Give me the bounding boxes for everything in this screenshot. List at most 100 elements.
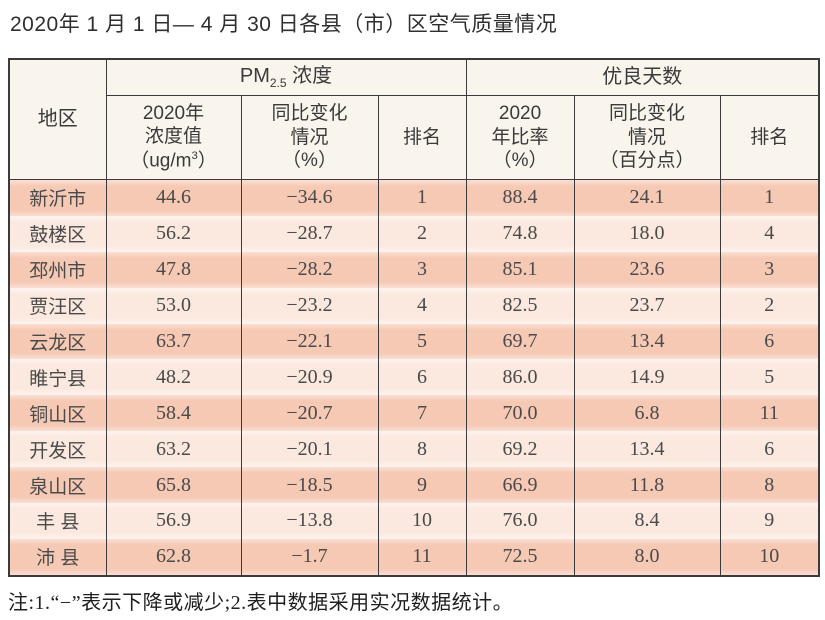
cell-ratio-yoy: 23.6: [573, 251, 721, 288]
cell-region: 新沂市: [8, 179, 107, 216]
cell-pm-yoy: −20.9: [240, 359, 379, 396]
cell-pm-yoy: −20.1: [240, 431, 379, 468]
cell-ratio: 76.0: [465, 503, 575, 539]
cell-pm-rank: 5: [377, 323, 467, 360]
table-row: 贾汪区 53.0 −23.2 4 82.5 23.7 2: [8, 287, 820, 324]
pm-conc-lines: 2020年 浓度值: [142, 102, 205, 148]
cell-pm-conc: 58.4: [105, 395, 242, 432]
cell-pm-rank: 6: [377, 359, 467, 396]
cell-pm-yoy: −28.2: [240, 251, 379, 288]
cell-region: 邳州市: [8, 251, 107, 288]
cell-ratio: 85.1: [465, 251, 575, 288]
pm-suffix: 浓度: [286, 65, 333, 87]
cell-pm-yoy: −13.8: [240, 503, 379, 539]
cell-pm-conc: 47.8: [105, 251, 242, 288]
cell-pm-rank: 2: [377, 215, 467, 252]
table-header: 地区 PM2.5 浓度 优良天数 2020年 浓度值 （ug/m3） 同比变化 情…: [8, 58, 820, 180]
cell-ratio-yoy: 6.8: [573, 395, 721, 432]
table-row: 开发区 63.2 −20.1 8 69.2 13.4 6: [8, 431, 820, 468]
table-row: 睢宁县 48.2 −20.9 6 86.0 14.9 5: [8, 359, 820, 396]
cell-ratio-yoy: 23.7: [573, 287, 721, 324]
cell-ratio-rank: 6: [719, 323, 820, 360]
cell-ratio-rank: 5: [719, 359, 820, 396]
cell-ratio: 69.2: [465, 431, 575, 468]
table-row: 邳州市 47.8 −28.2 3 85.1 23.6 3: [8, 251, 820, 288]
cell-pm-rank: 3: [377, 251, 467, 288]
cell-ratio-rank: 2: [719, 287, 820, 324]
header-good-ratio: 2020 年比率 （%）: [465, 95, 575, 180]
cell-ratio: 86.0: [465, 359, 575, 396]
pm-conc-unit-close: ）: [197, 150, 217, 172]
table-row: 沛 县 62.8 −1.7 11 72.5 8.0 10: [8, 538, 820, 576]
cell-pm-rank: 7: [377, 395, 467, 432]
cell-ratio-yoy: 8.0: [573, 538, 721, 576]
cell-pm-conc: 63.2: [105, 431, 242, 468]
cell-ratio-yoy: 18.0: [573, 215, 721, 252]
cell-region: 开发区: [8, 431, 107, 468]
cell-region: 云龙区: [8, 323, 107, 360]
cell-region: 铜山区: [8, 395, 107, 432]
cell-region: 泉山区: [8, 467, 107, 504]
cell-pm-yoy: −18.5: [240, 467, 379, 504]
header-pm-yoy-change: 同比变化 情况 （%）: [240, 95, 379, 180]
header-pm-rank: 排名: [377, 95, 467, 180]
table-row: 云龙区 63.7 −22.1 5 69.7 13.4 6: [8, 323, 820, 360]
cell-pm-rank: 4: [377, 287, 467, 324]
cell-ratio-rank: 10: [719, 538, 820, 576]
cell-ratio-yoy: 13.4: [573, 323, 721, 360]
header-pm-group: PM2.5 浓度: [105, 58, 467, 96]
cell-region: 丰 县: [8, 503, 107, 539]
cell-ratio-rank: 11: [719, 395, 820, 432]
cell-ratio-rank: 1: [719, 179, 820, 216]
cell-pm-conc: 44.6: [105, 179, 242, 216]
cell-ratio: 82.5: [465, 287, 575, 324]
cell-ratio-yoy: 24.1: [573, 179, 721, 216]
cell-pm-yoy: −1.7: [240, 538, 379, 576]
cell-region: 睢宁县: [8, 359, 107, 396]
header-good-rank: 排名: [719, 95, 820, 180]
cell-ratio: 69.7: [465, 323, 575, 360]
pm-label: PM: [239, 65, 270, 87]
cell-ratio: 72.5: [465, 538, 575, 576]
table-row: 丰 县 56.9 −13.8 10 76.0 8.4 9: [8, 503, 820, 539]
cell-pm-conc: 65.8: [105, 467, 242, 504]
cell-pm-rank: 1: [377, 179, 467, 216]
cell-pm-conc: 63.7: [105, 323, 242, 360]
cell-pm-conc: 56.2: [105, 215, 242, 252]
air-quality-table: 地区 PM2.5 浓度 优良天数 2020年 浓度值 （ug/m3） 同比变化 情…: [8, 58, 821, 577]
table-row: 鼓楼区 56.2 −28.7 2 74.8 18.0 4: [8, 215, 820, 252]
cell-pm-yoy: −28.7: [240, 215, 379, 252]
header-region: 地区: [8, 58, 107, 180]
cell-ratio-rank: 9: [719, 503, 820, 539]
table-row: 铜山区 58.4 −20.7 7 70.0 6.8 11: [8, 395, 820, 432]
cell-pm-conc: 48.2: [105, 359, 242, 396]
cell-pm-rank: 11: [377, 538, 467, 576]
cell-region: 沛 县: [8, 538, 107, 576]
pm-conc-unit: （ug/m: [130, 150, 192, 172]
table-body: 新沂市 44.6 −34.6 1 88.4 24.1 1 鼓楼区 56.2 −2…: [8, 179, 820, 576]
cell-ratio: 74.8: [465, 215, 575, 252]
cell-ratio-yoy: 13.4: [573, 431, 721, 468]
pm-subscript: 2.5: [269, 76, 287, 90]
cell-ratio-yoy: 14.9: [573, 359, 721, 396]
cell-region: 鼓楼区: [8, 215, 107, 252]
header-pm-concentration: 2020年 浓度值 （ug/m3）: [105, 95, 242, 180]
cell-pm-conc: 56.9: [105, 503, 242, 539]
cell-pm-yoy: −22.1: [240, 323, 379, 360]
cell-ratio-yoy: 8.4: [573, 503, 721, 539]
cell-ratio: 70.0: [465, 395, 575, 432]
header-good-days-group: 优良天数: [465, 58, 820, 96]
cell-ratio-rank: 3: [719, 251, 820, 288]
cell-region: 贾汪区: [8, 287, 107, 324]
cell-ratio: 88.4: [465, 179, 575, 216]
cell-ratio: 66.9: [465, 467, 575, 504]
cell-pm-conc: 62.8: [105, 538, 242, 576]
cell-pm-rank: 8: [377, 431, 467, 468]
cell-ratio-rank: 6: [719, 431, 820, 468]
table-row: 新沂市 44.6 −34.6 1 88.4 24.1 1: [8, 179, 820, 216]
table-row: 泉山区 65.8 −18.5 9 66.9 11.8 8: [8, 467, 820, 504]
cell-pm-rank: 10: [377, 503, 467, 539]
air-quality-table-wrap: 地区 PM2.5 浓度 优良天数 2020年 浓度值 （ug/m3） 同比变化 情…: [8, 58, 821, 577]
cell-ratio-rank: 8: [719, 467, 820, 504]
